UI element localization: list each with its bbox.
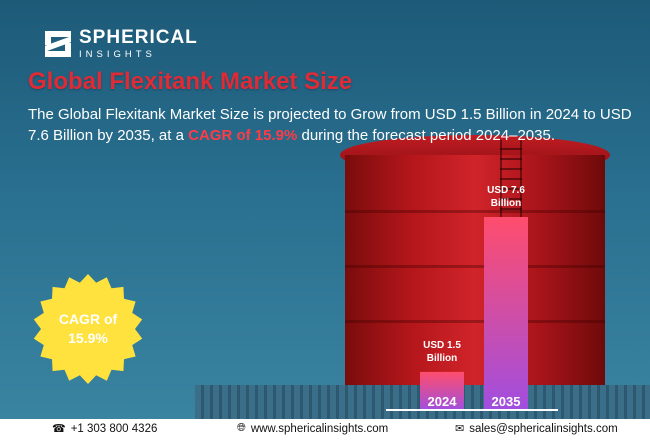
- tank-band: [345, 210, 605, 213]
- category-label-2035: 2035: [492, 394, 521, 409]
- bar-2035: [484, 217, 528, 410]
- footer-phone[interactable]: ☎ +1 303 800 4326: [52, 422, 158, 436]
- cagr-badge: CAGR of 15.9%: [32, 273, 144, 385]
- footer-email[interactable]: ✉ sales@sphericalinsights.com: [455, 422, 618, 436]
- description-text: The Global Flexitank Market Size is proj…: [28, 106, 632, 144]
- badge-line-1: CAGR of: [58, 311, 118, 327]
- category-label-2024: 2024: [428, 394, 458, 409]
- logo-name: SPHERICAL: [79, 27, 198, 48]
- starburst-shape: [33, 274, 143, 384]
- badge-line-2: 15.9%: [68, 330, 108, 346]
- cagr-highlight: CAGR of 15.9%: [188, 127, 298, 144]
- tank-band: [345, 265, 605, 268]
- footer-website[interactable]: 🌐︎ www.sphericalinsights.com: [237, 422, 388, 435]
- red-storage-tank: [345, 155, 605, 400]
- phone-number: +1 303 800 4326: [70, 422, 158, 435]
- value-label-2035: USD 7.6: [487, 185, 525, 196]
- email-address: sales@sphericalinsights.com: [469, 422, 618, 435]
- logo-subtitle: INSIGHTS: [79, 49, 156, 60]
- value-label-2024: USD 1.5: [423, 340, 461, 351]
- phone-icon: ☎: [52, 423, 66, 435]
- globe-icon: 🌐︎: [237, 422, 246, 434]
- description: The Global Flexitank Market Size is proj…: [28, 104, 633, 146]
- mail-icon: ✉: [455, 423, 465, 435]
- footer-bar: ☎ +1 303 800 4326 🌐︎ www.sphericalinsigh…: [0, 419, 650, 440]
- bar-2024: [420, 371, 464, 410]
- logo: SPHERICAL INSIGHTS: [45, 28, 198, 60]
- page-title: Global Flexitank Market Size: [28, 68, 353, 95]
- value-label-2024: Billion: [427, 353, 458, 364]
- logo-icon: [45, 30, 71, 57]
- tank-band: [345, 320, 605, 323]
- description-text-end: during the forecast period 2024–2035.: [297, 127, 556, 144]
- website-url: www.sphericalinsights.com: [250, 422, 389, 435]
- value-label-2035: Billion: [491, 198, 522, 209]
- starburst-polygon: [33, 274, 143, 384]
